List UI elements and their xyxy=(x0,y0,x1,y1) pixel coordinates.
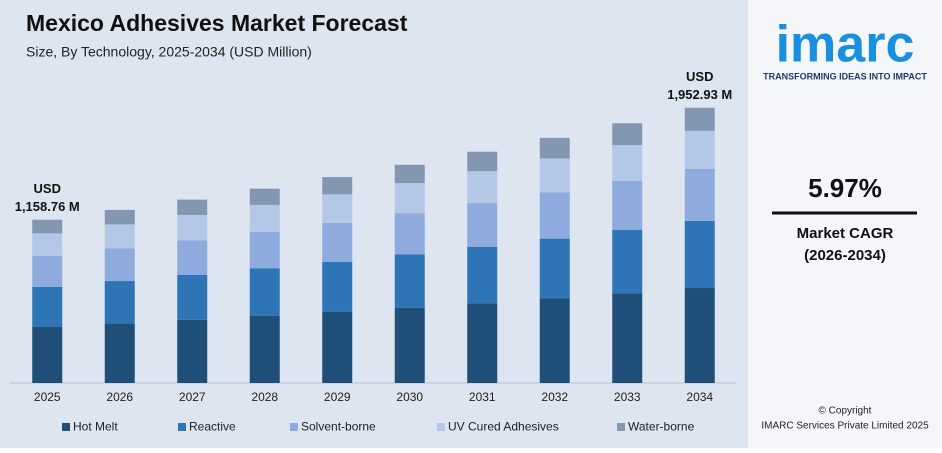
tagline: TRANSFORMING IDEAS INTO IMPACT xyxy=(763,71,927,81)
bar-segment xyxy=(104,209,135,225)
bar-segment xyxy=(612,180,643,230)
bar-segment xyxy=(249,315,280,383)
bar-segment xyxy=(612,123,643,146)
bar-segment xyxy=(322,194,353,223)
bar-segment xyxy=(394,164,425,184)
bar-segment xyxy=(249,268,280,316)
bar-segment xyxy=(322,177,353,195)
legend-label: UV Cured Adhesives xyxy=(448,420,559,434)
x-tick-label: 2025 xyxy=(34,390,61,404)
bar-segment xyxy=(32,326,63,383)
x-tick-label: 2032 xyxy=(541,390,568,404)
value-annotation: 1,158.76 M xyxy=(15,199,80,214)
bar-segment xyxy=(32,233,63,256)
legend-label: Solvent-borne xyxy=(301,420,376,434)
x-tick-label: 2034 xyxy=(686,390,713,404)
bar-segment xyxy=(322,261,353,312)
legend-swatch xyxy=(617,423,625,431)
bar-segment xyxy=(539,238,570,299)
cagr-label: Market CAGR xyxy=(797,225,894,242)
bar-segment xyxy=(322,222,353,262)
bar-segment xyxy=(684,288,715,383)
sidebar-background xyxy=(748,0,942,448)
chart-title: Mexico Adhesives Market Forecast xyxy=(26,10,408,36)
bar-segment xyxy=(394,213,425,255)
bar-segment xyxy=(467,171,498,204)
bar-segment xyxy=(612,229,643,294)
x-tick-label: 2033 xyxy=(614,390,641,404)
logo: imarc xyxy=(776,16,915,74)
bar-segment xyxy=(684,107,715,131)
cagr-value: 5.97% xyxy=(808,173,882,203)
bar-segment xyxy=(32,219,63,234)
legend-label: Reactive xyxy=(189,420,236,434)
bar-segment xyxy=(104,248,135,282)
bar-segment xyxy=(32,255,63,287)
bar-segment xyxy=(104,224,135,249)
bar-segment xyxy=(394,254,425,308)
chart-subtitle: Size, By Technology, 2025-2034 (USD Mill… xyxy=(26,44,312,60)
bar-segment xyxy=(539,158,570,193)
bar-segment xyxy=(684,130,715,169)
legend-swatch xyxy=(62,423,70,431)
bar-segment xyxy=(467,246,498,304)
copyright: © Copyright xyxy=(819,406,872,417)
x-tick-label: 2029 xyxy=(324,390,351,404)
bar-segment xyxy=(539,192,570,239)
bar-segment xyxy=(177,319,208,383)
bar-segment xyxy=(249,231,280,269)
x-tick-label: 2026 xyxy=(106,390,133,404)
bar-segment xyxy=(177,215,208,241)
x-tick-label: 2027 xyxy=(179,390,206,404)
bar-segment xyxy=(249,204,280,232)
bar-segment xyxy=(394,183,425,214)
bar-segment xyxy=(467,203,498,247)
value-annotation: 1,952.93 M xyxy=(667,87,732,102)
x-tick-label: 2031 xyxy=(469,390,496,404)
bar-segment xyxy=(467,151,498,172)
bar-segment xyxy=(177,240,208,276)
legend-swatch xyxy=(437,423,445,431)
bar-segment xyxy=(467,303,498,383)
bar-segment xyxy=(177,275,208,320)
x-tick-label: 2030 xyxy=(396,390,423,404)
bar-segment xyxy=(322,311,353,383)
bar-segment xyxy=(32,286,63,327)
bar-segment xyxy=(684,220,715,289)
bar-segment xyxy=(539,298,570,383)
bar-segment xyxy=(177,199,208,216)
value-annotation: USD xyxy=(34,181,61,196)
legend-swatch xyxy=(178,423,186,431)
cagr-period: (2026-2034) xyxy=(804,247,886,264)
bar-segment xyxy=(539,137,570,159)
legend-label: Hot Melt xyxy=(73,420,118,434)
bar-segment xyxy=(394,307,425,383)
bar-segment xyxy=(612,145,643,181)
legend-label: Water-borne xyxy=(628,420,695,434)
bar-segment xyxy=(104,281,135,324)
company: IMARC Services Private Limited 2025 xyxy=(761,421,929,432)
legend-swatch xyxy=(290,423,298,431)
bar-segment xyxy=(684,168,715,221)
bar-segment xyxy=(249,188,280,205)
bar-segment xyxy=(104,323,135,383)
x-tick-label: 2028 xyxy=(251,390,278,404)
value-annotation: USD xyxy=(686,69,713,84)
bar-segment xyxy=(612,293,643,383)
